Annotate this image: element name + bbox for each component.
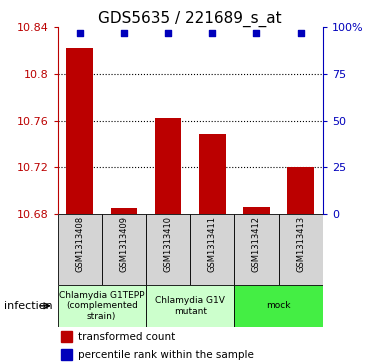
- Bar: [58, 214, 102, 285]
- Text: percentile rank within the sample: percentile rank within the sample: [78, 350, 254, 360]
- Text: GSM1313412: GSM1313412: [252, 216, 261, 272]
- Text: GSM1313411: GSM1313411: [208, 216, 217, 272]
- Point: [209, 30, 215, 36]
- Bar: [111, 208, 137, 214]
- Point: [253, 30, 259, 36]
- Bar: [234, 285, 323, 327]
- Bar: [199, 134, 226, 214]
- Bar: [61, 349, 72, 360]
- Bar: [102, 214, 146, 285]
- Bar: [155, 118, 181, 214]
- Point: [165, 30, 171, 36]
- Point: [298, 30, 303, 36]
- Text: mock: mock: [266, 301, 291, 310]
- Bar: [234, 214, 279, 285]
- Text: GSM1313408: GSM1313408: [75, 216, 84, 272]
- Bar: [190, 214, 234, 285]
- Bar: [243, 207, 270, 214]
- Text: Chlamydia G1TEPP
(complemented
strain): Chlamydia G1TEPP (complemented strain): [59, 291, 144, 321]
- Bar: [146, 285, 234, 327]
- Text: GSM1313413: GSM1313413: [296, 216, 305, 272]
- Bar: [58, 285, 146, 327]
- Text: transformed count: transformed count: [78, 331, 175, 342]
- Text: Chlamydia G1V
mutant: Chlamydia G1V mutant: [155, 296, 225, 315]
- Bar: [288, 167, 314, 214]
- Title: GDS5635 / 221689_s_at: GDS5635 / 221689_s_at: [98, 11, 282, 27]
- Bar: [146, 214, 190, 285]
- Text: infection: infection: [4, 301, 52, 311]
- Text: GSM1313410: GSM1313410: [164, 216, 173, 272]
- Point: [77, 30, 83, 36]
- Text: GSM1313409: GSM1313409: [119, 216, 128, 272]
- Bar: [61, 331, 72, 342]
- Bar: [66, 48, 93, 214]
- Bar: [279, 214, 323, 285]
- Point: [121, 30, 127, 36]
